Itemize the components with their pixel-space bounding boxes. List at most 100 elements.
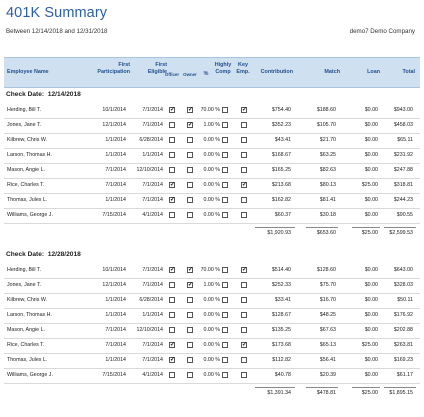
employee-name: Rice, Charles T.: [7, 342, 45, 348]
owner-checkbox: [187, 151, 193, 158]
highly-comp-checkbox: [222, 196, 228, 203]
first-eligible: 4/1/2014: [142, 212, 163, 218]
percent: 0.00 %: [203, 212, 221, 218]
employee-name: Williams, George J.: [7, 212, 53, 218]
total: $50.11: [397, 297, 413, 303]
key-emp-checkbox: [241, 196, 247, 203]
percent: 0.00 %: [203, 357, 221, 363]
match: $21.70: [319, 137, 336, 143]
percent: 0.00 %: [203, 197, 221, 203]
loan: $0.00: [364, 267, 378, 273]
loan: $0.00: [364, 327, 378, 333]
percent: 1.00 %: [203, 282, 221, 288]
contribution: $754.40: [271, 107, 291, 113]
officer-checkbox: [169, 281, 175, 288]
first-participation: 1/1/2014: [105, 137, 126, 143]
first-participation: 7/1/2014: [105, 327, 126, 333]
table-row: Mason, Angie L. 7/1/2014 12/10/2014 0.00…: [4, 163, 420, 179]
owner-checkbox-checked: ✓: [187, 106, 194, 113]
loan: $0.00: [364, 297, 378, 303]
table-row: Rice, Charles T. 7/1/2014 7/1/2014 ✓ 0.0…: [4, 338, 420, 354]
first-eligible: 7/1/2014: [142, 107, 163, 113]
table-row: Thomas, Jules L. 1/1/2014 7/1/2014 ✓ 0.0…: [4, 193, 420, 209]
col-owner: Owner: [183, 72, 197, 77]
col-officer: Officer: [164, 72, 180, 77]
loan: $0.00: [364, 357, 378, 363]
key-emp-checkbox: [241, 121, 247, 128]
employee-name: Mason, Angie L.: [7, 327, 45, 333]
loan: $0.00: [364, 122, 378, 128]
total: $328.03: [393, 282, 413, 288]
match: $67.63: [319, 327, 336, 333]
check-date-heading: Check Date: 12/28/2018: [6, 251, 81, 258]
first-eligible: 6/28/2014: [139, 137, 163, 143]
total-loan: $25.00: [361, 230, 378, 236]
percent: 0.00 %: [203, 182, 221, 188]
total: $231.92: [393, 152, 413, 158]
first-eligible: 1/1/2014: [142, 312, 163, 318]
contribution: $60.37: [274, 212, 291, 218]
highly-comp-checkbox: [222, 371, 228, 378]
officer-checkbox-checked: ✓: [169, 266, 176, 273]
total: $643.00: [393, 267, 413, 273]
first-eligible: 6/28/2014: [139, 297, 163, 303]
key-emp-checkbox: [241, 311, 247, 318]
table-row: Kilbrew, Chris W. 1/1/2014 6/28/2014 0.0…: [4, 293, 420, 309]
first-participation: 1/1/2014: [105, 357, 126, 363]
owner-checkbox: [187, 296, 193, 303]
col-key-emp: Key Emp.: [236, 62, 250, 75]
total-contribution: $1,920.93: [267, 230, 291, 236]
employee-name: Mason, Angie L.: [7, 167, 45, 173]
col-total: Total: [402, 69, 415, 75]
loan: $0.00: [364, 282, 378, 288]
first-participation: 1/1/2014: [105, 197, 126, 203]
col-loan: Loan: [367, 69, 380, 75]
officer-checkbox: [169, 166, 175, 173]
officer-checkbox: [169, 211, 175, 218]
first-eligible: 7/1/2014: [142, 342, 163, 348]
col-first-eligible: First Eligible: [147, 62, 167, 75]
first-participation: 12/1/2014: [102, 282, 126, 288]
owner-checkbox: [187, 211, 193, 218]
officer-checkbox-checked: ✓: [169, 356, 176, 363]
first-participation: 1/1/2014: [105, 152, 126, 158]
total-loan: $25.00: [361, 390, 378, 396]
highly-comp-checkbox: [222, 326, 228, 333]
sum-rule: [306, 227, 338, 228]
percent: 0.00 %: [203, 312, 221, 318]
highly-comp-checkbox: [222, 166, 228, 173]
sum-rule: [255, 227, 295, 228]
col-first-participation: First Participation: [97, 62, 130, 75]
employee-name: Herding, Bill T.: [7, 107, 42, 113]
key-emp-checkbox: [241, 211, 247, 218]
first-eligible: 4/1/2014: [142, 372, 163, 378]
total: $943.00: [393, 107, 413, 113]
key-emp-checkbox: [241, 296, 247, 303]
officer-checkbox: [169, 326, 175, 333]
employee-name: Larson, Thomas H.: [7, 312, 52, 318]
total-match: $653.60: [316, 230, 336, 236]
owner-checkbox: [187, 136, 193, 143]
sum-rule: [352, 387, 380, 388]
first-eligible: 7/1/2014: [142, 357, 163, 363]
percent: 0.00 %: [203, 327, 221, 333]
total: $90.55: [396, 212, 413, 218]
loan: $0.00: [364, 167, 378, 173]
first-participation: 12/1/2014: [102, 122, 126, 128]
highly-comp-checkbox: [222, 211, 228, 218]
first-eligible: 7/1/2014: [142, 122, 163, 128]
loan: $25.00: [361, 342, 378, 348]
contribution: $40.78: [274, 372, 291, 378]
employee-name: Thomas, Jules L.: [7, 197, 48, 203]
owner-checkbox: [187, 166, 193, 173]
officer-checkbox: [169, 151, 175, 158]
highly-comp-checkbox: [222, 151, 228, 158]
table-row: Mason, Angie L. 7/1/2014 12/10/2014 0.00…: [4, 323, 420, 339]
key-emp-checkbox: [241, 136, 247, 143]
owner-checkbox: [187, 181, 193, 188]
loan: $0.00: [364, 312, 378, 318]
owner-checkbox: [187, 341, 193, 348]
key-emp-checkbox: [241, 281, 247, 288]
owner-checkbox: [187, 371, 193, 378]
owner-checkbox: [187, 356, 193, 363]
